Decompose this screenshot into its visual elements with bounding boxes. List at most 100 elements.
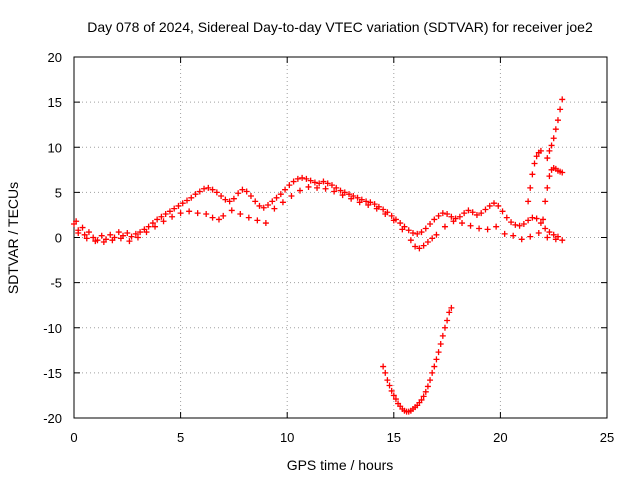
data-point	[427, 377, 434, 384]
data-point	[546, 147, 553, 154]
data-point	[73, 218, 80, 225]
data-point	[273, 194, 280, 201]
data-point	[237, 211, 244, 218]
data-point	[450, 218, 457, 225]
data-point	[418, 229, 425, 236]
data-point	[397, 220, 404, 227]
data-point	[271, 205, 278, 212]
x-tick-label: 20	[493, 430, 507, 445]
data-point	[469, 209, 476, 216]
data-point	[124, 229, 131, 236]
data-point	[433, 231, 440, 238]
data-point	[209, 214, 216, 221]
data-point	[491, 200, 498, 207]
data-point	[550, 135, 557, 142]
data-point	[542, 225, 549, 232]
data-point	[149, 220, 156, 227]
data-point	[299, 174, 306, 181]
data-point	[448, 304, 455, 311]
data-point	[373, 205, 380, 212]
data-point	[459, 220, 466, 227]
data-point	[525, 198, 532, 205]
data-point	[252, 198, 259, 205]
data-point	[247, 192, 254, 199]
data-point	[143, 229, 150, 236]
data-point	[473, 211, 480, 218]
data-point	[262, 220, 269, 227]
data-point	[220, 212, 227, 219]
data-point	[188, 194, 195, 201]
data-point	[407, 237, 414, 244]
data-point	[314, 184, 321, 191]
data-point	[166, 208, 173, 215]
data-point	[254, 217, 261, 224]
data-point	[520, 220, 527, 227]
data-point	[354, 194, 361, 201]
data-point	[508, 219, 515, 226]
data-point	[177, 210, 184, 217]
data-point	[388, 387, 395, 394]
data-point	[533, 215, 540, 222]
data-point	[320, 178, 327, 185]
data-point	[559, 169, 566, 176]
data-point	[544, 184, 551, 191]
data-point	[316, 180, 323, 187]
data-point	[478, 210, 485, 217]
y-tick-label: 20	[48, 50, 62, 65]
data-point	[414, 230, 421, 237]
data-point	[409, 229, 416, 236]
data-point	[328, 182, 335, 189]
data-point	[435, 349, 442, 356]
data-point	[194, 210, 201, 217]
data-point	[441, 223, 448, 230]
data-point	[427, 220, 434, 227]
data-point	[420, 242, 427, 249]
data-point	[322, 185, 329, 192]
data-point	[390, 392, 397, 399]
data-point	[518, 236, 525, 243]
data-point	[228, 207, 235, 214]
data-point	[527, 184, 534, 191]
data-point	[205, 184, 212, 191]
series-rising-arcs	[525, 96, 566, 223]
data-point	[235, 190, 242, 197]
data-point	[215, 216, 222, 223]
data-point	[525, 217, 532, 224]
data-point	[346, 191, 353, 198]
data-point	[433, 356, 440, 363]
data-point	[429, 235, 436, 242]
data-point	[418, 396, 425, 403]
data-point	[533, 153, 540, 160]
data-point	[380, 363, 387, 370]
data-point	[386, 382, 393, 389]
data-point	[531, 160, 538, 167]
data-point	[243, 188, 250, 195]
data-point	[482, 206, 489, 213]
data-point	[456, 213, 463, 220]
data-point	[405, 227, 412, 234]
data-point	[201, 185, 208, 192]
y-tick-label: -15	[43, 366, 62, 381]
gridlines	[74, 57, 607, 418]
y-tick-label: 10	[48, 140, 62, 155]
data-point	[348, 195, 355, 202]
data-point	[429, 369, 436, 376]
data-point	[209, 186, 216, 193]
x-tick-label: 0	[70, 430, 77, 445]
series-secondary-band	[75, 183, 559, 252]
data-point	[179, 200, 186, 207]
data-point	[339, 192, 346, 199]
data-point	[126, 238, 133, 245]
data-point	[152, 223, 159, 230]
data-point	[117, 235, 124, 242]
data-point	[493, 223, 500, 230]
data-point	[128, 233, 135, 240]
data-point	[550, 231, 557, 238]
y-tick-label: -20	[43, 411, 62, 426]
data-point	[392, 396, 399, 403]
data-point	[484, 226, 491, 233]
data-point	[537, 147, 544, 154]
data-point	[476, 225, 483, 232]
data-point	[382, 369, 389, 376]
